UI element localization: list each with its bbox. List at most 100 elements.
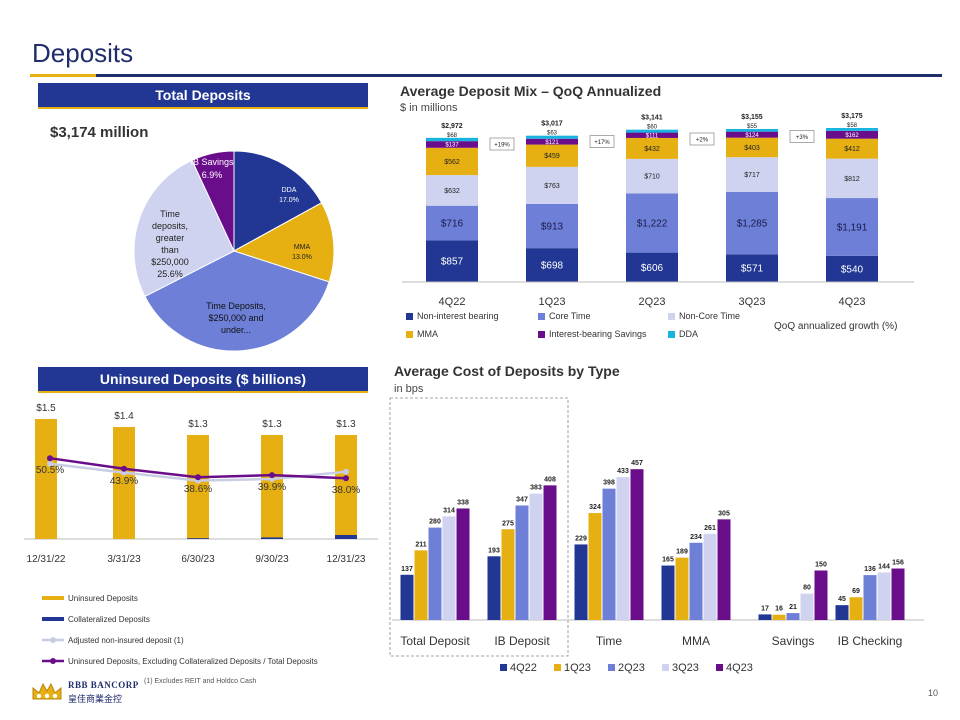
mix-bar-mma-4q23 [826, 138, 878, 159]
uninsured-bar-label-6-30-23: $1.3 [188, 419, 208, 430]
mix-legend-label-mma: MMA [417, 329, 438, 339]
cost-xtick-savings: Savings [772, 634, 815, 648]
total-deposits-amount: $3,174 million [50, 124, 149, 141]
cost-bar-label-savings-4q23: 150 [815, 562, 827, 569]
cost-of-deposits-subtitle: in bps [394, 383, 424, 395]
mix-label-dda-3q23: $55 [747, 124, 758, 130]
cost-bar-time-4q23 [630, 469, 644, 620]
mix-label-mma-2q23: $432 [644, 146, 660, 153]
mix-legend-label-non-interest-bearing: Non-interest bearing [417, 311, 499, 321]
uninsured-legend-swatch-uninsured-deposits [42, 596, 64, 600]
uninsured-legend-label-adjusted-non-insured-deposit-1: Adjusted non-insured deposit (1) [68, 636, 184, 645]
cost-bar-total-deposit-4q23 [456, 508, 470, 620]
mix-growth-label-3: +2% [696, 138, 709, 144]
uninsured-legend-swatch-collateralized-deposits [42, 617, 64, 621]
mix-legend-swatch-non-interest-bearing [406, 313, 413, 320]
mix-bar-mma-2q23 [626, 137, 678, 159]
mix-legend-swatch-dda [668, 331, 675, 338]
mix-bar-mma-3q23 [726, 137, 778, 158]
uninsured-bar-9-30-23 [261, 435, 283, 539]
mix-label-non-core-time-1q23: $763 [544, 183, 560, 190]
mix-xtick-3q23: 3Q23 [739, 296, 766, 308]
cost-bar-label-total-deposit-4q23: 338 [457, 499, 469, 506]
cost-bar-time-2q23 [602, 488, 616, 620]
cost-bar-label-total-deposit-4q22: 137 [401, 566, 413, 573]
mix-bar-interest-bearing-savings-1q23 [526, 138, 578, 145]
pie-label-time-deposits-over-250k: than [161, 245, 179, 255]
mix-bar-interest-bearing-savings-3q23 [726, 131, 778, 138]
uninsured-pct-label-12-31-22: 50.5% [36, 465, 64, 476]
cost-legend-swatch-3q23 [662, 664, 669, 671]
uninsured-xtick-12-31-23: 12/31/23 [327, 554, 366, 565]
mix-xtick-2q23: 2Q23 [639, 296, 666, 308]
pie-slice-time-deposits-greater-than-250-000 [133, 159, 235, 298]
cost-bar-time-3q23 [616, 477, 630, 620]
mix-growth-box-1 [489, 137, 515, 151]
mix-label-core-time-4q23: $1,191 [837, 222, 868, 233]
uninsured-pct-point-9-30-23 [269, 472, 275, 479]
uninsured-pct-point-12-31-23 [343, 475, 349, 482]
mix-bar-core-time-2q23 [626, 193, 678, 253]
pie-slice-ib-savings [191, 150, 235, 252]
cost-bar-label-mma-4q23: 305 [718, 510, 730, 517]
mix-total-1q23: $3,017 [541, 121, 563, 128]
mix-label-core-time-2q23: $1,222 [637, 218, 668, 229]
cost-bar-label-ib-deposit-4q23: 408 [544, 476, 556, 483]
mix-growth-box-4 [789, 130, 815, 143]
collateralized-bar-12-31-23 [335, 535, 357, 539]
mix-bar-non-core-time-3q23 [726, 157, 778, 192]
cost-bar-mma-3q23 [703, 533, 717, 620]
uninsured-bar-label-12-31-22: $1.5 [36, 403, 56, 414]
mix-label-interest-bearing-savings-1q23: $121 [545, 140, 559, 146]
uninsured-legend-label-uninsured-deposits-excluding-collateralized-deposits-total-deposits: Uninsured Deposits, Excluding Collateral… [68, 657, 318, 666]
cost-bar-label-total-deposit-1q23: 211 [415, 541, 426, 548]
cost-bar-label-mma-2q23: 234 [690, 534, 702, 541]
cost-bar-label-time-1q23: 324 [589, 504, 601, 511]
uninsured-legend-label-collateralized-deposits: Collateralized Deposits [68, 615, 150, 624]
uninsured-bar-label-12-31-23: $1.3 [336, 419, 356, 430]
cost-bar-label-time-4q23: 457 [631, 460, 643, 467]
mix-total-4q22: $2,972 [441, 123, 463, 130]
mix-legend-swatch-mma [406, 331, 413, 338]
cost-legend-label-2q23: 2Q23 [618, 662, 645, 674]
uninsured-pct-point-3-31-23 [121, 465, 127, 472]
mix-label-core-time-4q22: $716 [441, 219, 464, 230]
mix-label-non-interest-bearing-3q23: $571 [741, 264, 764, 275]
mix-xtick-4q22: 4Q22 [439, 296, 466, 308]
cost-bar-total-deposit-3q23 [442, 516, 456, 620]
mix-bar-mma-4q22 [426, 147, 478, 176]
mix-bar-core-time-4q22 [426, 205, 478, 241]
collateralized-bar-6-30-23 [187, 538, 209, 539]
total-deposits-band: Total Deposits [38, 83, 368, 109]
cost-bar-label-ib-deposit-4q22: 193 [488, 547, 500, 554]
cost-bar-total-deposit-4q22 [400, 574, 414, 620]
pie-label-dda: DDA [282, 187, 297, 194]
cost-bar-label-mma-1q23: 189 [676, 549, 688, 556]
total-deposit-highlight-box [389, 397, 569, 657]
mix-bar-dda-1q23 [526, 135, 578, 139]
pie-label-ib-savings: IB Savings [190, 157, 234, 167]
cost-legend-swatch-4q22 [500, 664, 507, 671]
uninsured-bar-label-3-31-23: $1.4 [114, 411, 134, 422]
mix-legend-label-non-core-time: Non-Core Time [679, 311, 740, 321]
cost-bar-label-ib-deposit-3q23: 383 [530, 485, 542, 492]
mix-label-interest-bearing-savings-3q23: $124 [745, 133, 759, 139]
mix-bar-non-interest-bearing-3q23 [726, 254, 778, 282]
mix-bar-non-interest-bearing-1q23 [526, 248, 578, 282]
pie-value-dda: 17.0% [279, 197, 299, 204]
pie-value-ib-savings: 6.9% [202, 170, 223, 180]
mix-growth-box-2 [589, 135, 615, 148]
pie-label-time-deposits-over-250k: Time [160, 209, 180, 219]
mix-bar-dda-4q22 [426, 137, 478, 142]
cost-bar-time-1q23 [588, 513, 602, 620]
uninsured-legend-marker-adjusted-non-insured-deposit-1 [50, 637, 56, 643]
mix-bar-dda-2q23 [626, 129, 678, 133]
mix-bar-interest-bearing-savings-2q23 [626, 132, 678, 138]
mix-legend-label-interest-bearing-savings: Interest-bearing Savings [549, 329, 647, 339]
cost-bar-ib-checking-1q23 [849, 597, 863, 620]
cost-bar-savings-1q23 [772, 614, 786, 620]
uninsured-pct-label-12-31-23: 38.0% [332, 485, 360, 496]
cost-of-deposits-title: Average Cost of Deposits by Type [394, 363, 620, 379]
mix-bar-core-time-3q23 [726, 191, 778, 255]
cost-bar-label-ib-checking-4q22: 45 [838, 596, 846, 603]
